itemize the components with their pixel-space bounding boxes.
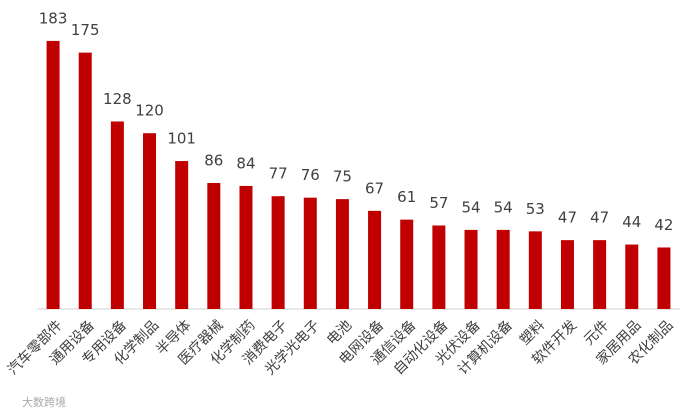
bar (657, 247, 671, 309)
value-label: 47 (558, 209, 577, 227)
bar (46, 40, 60, 309)
bar (78, 52, 92, 309)
value-label: 44 (622, 213, 641, 231)
value-label: 42 (654, 216, 673, 234)
value-label: 75 (333, 168, 352, 186)
bar (303, 197, 317, 309)
bar (143, 133, 157, 309)
value-label: 86 (204, 152, 223, 170)
value-label: 128 (103, 90, 132, 108)
value-label: 57 (429, 194, 448, 212)
value-label: 175 (71, 21, 100, 39)
value-label: 76 (301, 166, 320, 184)
value-label: 67 (365, 179, 384, 197)
bar (175, 161, 189, 309)
value-label: 183 (39, 9, 68, 27)
bar (528, 231, 542, 309)
value-label: 47 (590, 209, 609, 227)
bar (239, 185, 253, 309)
bar (400, 219, 414, 309)
value-label: 77 (269, 165, 288, 183)
value-label: 61 (397, 188, 416, 206)
bar (271, 196, 285, 309)
value-label: 101 (167, 130, 196, 148)
bar (496, 229, 510, 309)
watermark: 大数跨境 (22, 395, 66, 409)
value-label: 120 (135, 102, 164, 120)
bar (207, 183, 221, 309)
bar (335, 199, 349, 309)
bar (593, 240, 607, 309)
bar (625, 244, 639, 309)
value-label: 53 (526, 200, 545, 218)
value-label: 84 (236, 154, 255, 172)
bar (432, 225, 446, 309)
bar (368, 210, 382, 309)
bar (464, 229, 478, 309)
value-label: 54 (461, 198, 480, 216)
value-label: 54 (494, 198, 513, 216)
bar (110, 121, 124, 309)
bar (560, 240, 574, 309)
